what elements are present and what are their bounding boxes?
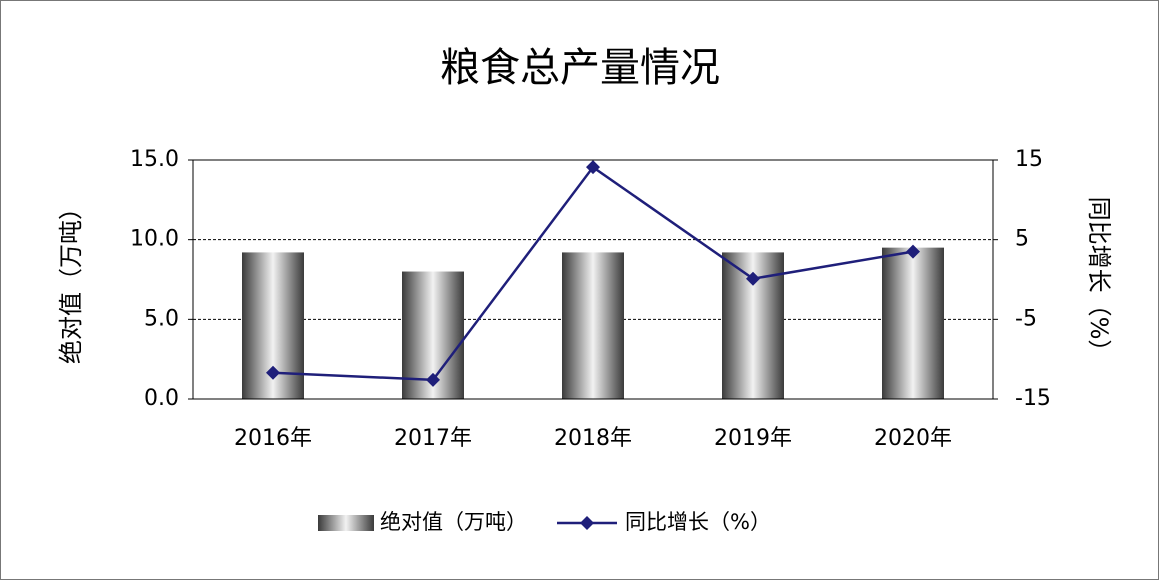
- bar: [882, 247, 944, 399]
- marker: [746, 271, 760, 286]
- x-tick-label: 2017年: [394, 426, 472, 451]
- marker: [426, 372, 440, 387]
- y2-tick-label: -5: [1015, 306, 1037, 331]
- marker: [906, 244, 920, 259]
- y2-tick-label: 15: [1015, 147, 1043, 172]
- legend-label: 绝对值（万吨）: [380, 510, 527, 534]
- x-tick-label: 2019年: [714, 426, 792, 451]
- y-tick-label: 15.0: [130, 147, 179, 172]
- legend-label: 同比增长（%）: [625, 510, 771, 534]
- y2-axis-title: 同比增长（%）: [1085, 197, 1113, 364]
- y-axis-title: 绝对值（万吨）: [57, 196, 85, 364]
- legend-swatch: [318, 515, 374, 531]
- plot-border: [192, 159, 994, 400]
- marker: [266, 365, 280, 380]
- x-tick-label: 2016年: [234, 426, 312, 451]
- y-tick-label: 10.0: [130, 227, 179, 252]
- y-tick-label: 5.0: [144, 306, 179, 331]
- marker: [586, 160, 600, 175]
- bar: [562, 252, 624, 399]
- x-tick-label: 2020年: [874, 426, 952, 451]
- chart-title: 粮食总产量情况: [440, 45, 720, 91]
- y2-tick-label: -15: [1015, 386, 1051, 411]
- y-tick-label: 0.0: [144, 386, 179, 411]
- x-tick-label: 2018年: [554, 426, 632, 451]
- legend-marker: [580, 516, 594, 530]
- y2-tick-label: 5: [1015, 227, 1029, 252]
